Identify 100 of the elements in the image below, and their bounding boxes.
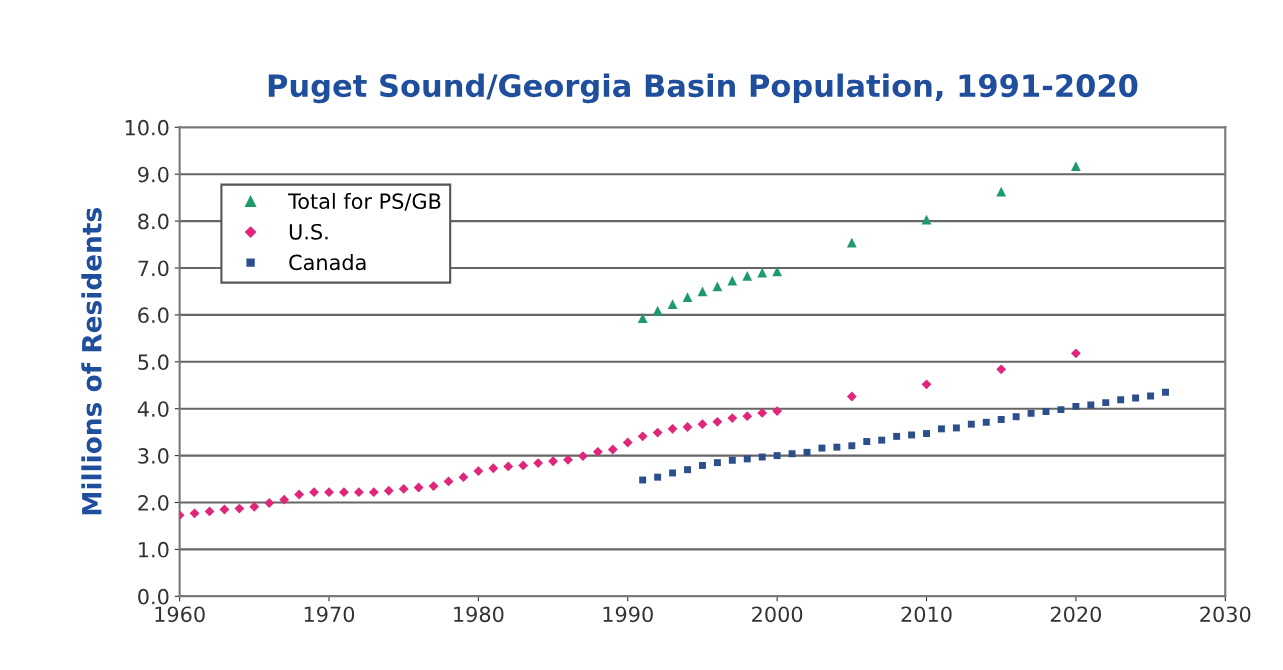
point <box>1117 396 1125 404</box>
point <box>846 237 857 248</box>
point <box>863 438 871 445</box>
y-tick-label: 0.0 <box>138 588 169 605</box>
y-tick-label: 6.0 <box>138 307 169 324</box>
point <box>1027 409 1035 417</box>
y-tick-label: 9.0 <box>138 166 169 183</box>
point <box>1071 161 1081 172</box>
y-tick-label: 8.0 <box>138 213 169 230</box>
point <box>743 455 751 463</box>
point <box>652 305 663 316</box>
point <box>309 487 319 498</box>
point <box>684 466 691 474</box>
point <box>846 391 857 402</box>
legend-label: Canada <box>289 254 366 271</box>
point <box>503 461 514 472</box>
point <box>667 423 678 434</box>
point <box>713 459 721 467</box>
point <box>923 430 930 438</box>
point <box>682 422 693 432</box>
point <box>952 424 960 432</box>
x-tick-label: 2030 <box>1200 606 1251 623</box>
point <box>893 432 901 440</box>
point <box>637 431 648 442</box>
point <box>697 286 708 297</box>
point <box>518 460 529 471</box>
point <box>967 420 975 428</box>
point <box>727 275 738 286</box>
point <box>428 481 439 491</box>
point <box>937 425 945 433</box>
point <box>458 472 469 483</box>
point <box>712 281 723 292</box>
point <box>742 411 753 422</box>
point <box>848 442 856 450</box>
point <box>772 266 782 277</box>
x-tick-label: 1980 <box>454 606 504 623</box>
point <box>788 450 796 458</box>
x-tick-label: 1960 <box>155 606 205 623</box>
point <box>772 406 783 416</box>
point <box>533 458 544 469</box>
point <box>682 292 693 302</box>
point <box>908 431 916 439</box>
y-tick-label: 7.0 <box>138 260 169 277</box>
point <box>413 482 424 493</box>
point <box>1087 401 1095 409</box>
point <box>234 503 245 514</box>
point <box>698 461 706 469</box>
point <box>264 498 275 508</box>
point <box>997 416 1005 423</box>
point <box>339 487 349 498</box>
point <box>878 436 886 444</box>
point <box>637 313 648 324</box>
point <box>443 476 454 487</box>
chart-title: Puget Sound/Georgia Basin Population, 1991-2020 <box>268 73 1138 104</box>
y-tick-label: 1.0 <box>139 541 169 558</box>
point <box>728 456 736 464</box>
point <box>727 413 738 423</box>
point <box>1147 392 1155 400</box>
point <box>249 501 260 512</box>
y-tick-label: 3.0 <box>138 448 169 464</box>
legend-label: Total for PS/GB <box>288 192 441 211</box>
point <box>1132 394 1140 402</box>
point <box>757 267 768 278</box>
point <box>757 408 768 418</box>
point <box>921 214 932 225</box>
point <box>324 487 334 498</box>
point <box>578 451 588 461</box>
point <box>652 427 663 438</box>
y-tick-label: 10.0 <box>125 119 169 136</box>
y-tick-label: 2.0 <box>138 494 169 511</box>
point <box>818 444 826 452</box>
point <box>1070 348 1081 359</box>
point <box>667 299 678 309</box>
x-tick-label: 1990 <box>603 606 653 623</box>
point <box>219 504 230 515</box>
point <box>1072 402 1080 410</box>
point <box>488 463 499 474</box>
x-tick-label: 2020 <box>1050 606 1102 623</box>
point <box>1162 388 1169 396</box>
x-tick-label: 2000 <box>752 606 803 623</box>
point <box>669 469 677 477</box>
point <box>473 466 484 476</box>
point <box>383 485 394 496</box>
point <box>294 489 305 500</box>
point <box>592 446 603 457</box>
y-tick-label: 5.0 <box>138 354 169 371</box>
point <box>996 364 1007 375</box>
legend-label: U.S. <box>289 223 328 240</box>
x-tick-label: 1970 <box>304 606 355 623</box>
point <box>279 494 290 505</box>
point <box>1057 406 1065 414</box>
x-tick-label: 2010 <box>901 606 952 623</box>
point <box>204 506 215 517</box>
point <box>607 444 618 455</box>
point <box>982 418 990 426</box>
point <box>996 186 1007 197</box>
point <box>368 487 379 498</box>
point <box>398 483 409 494</box>
point <box>548 456 558 467</box>
point <box>1012 413 1020 421</box>
